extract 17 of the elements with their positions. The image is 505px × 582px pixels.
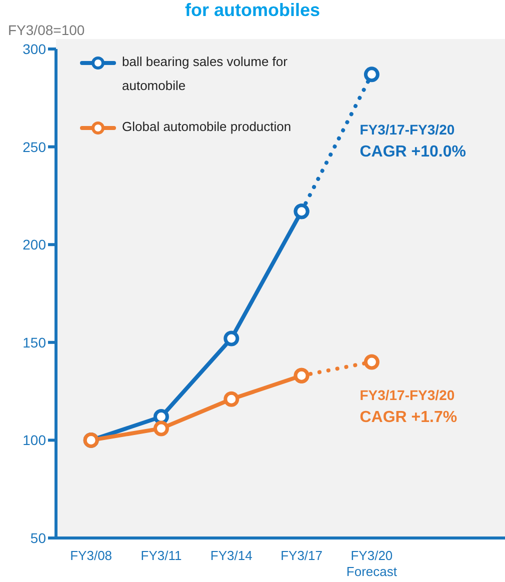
y-tick-label: 100: [22, 432, 46, 448]
x-tick-label: FY3/14: [210, 548, 252, 563]
annotation: FY3/17-FY3/20 CAGR +1.7%: [360, 386, 458, 426]
legend-label: ball bearing sales volume for automobile: [122, 53, 288, 95]
legend-label: Global automobile production: [122, 118, 292, 136]
y-tick-label: 200: [22, 236, 46, 253]
annotation: FY3/17-FY3/20 CAGR +10.0%: [360, 121, 466, 160]
chart-title: for automobiles: [184, 0, 321, 21]
y-tick-label: 150: [22, 334, 46, 350]
y-tick-label: 50: [30, 530, 46, 546]
y-axis-title: FY3/08=100: [8, 22, 85, 38]
y-tick-label: 250: [22, 138, 46, 155]
x-tick-label: FY3/17: [280, 548, 323, 563]
x-tick-label: FY3/08: [70, 548, 112, 563]
x-tick-label: FY3/20 Forecast: [346, 548, 398, 579]
x-tick-label: FY3/11: [140, 548, 182, 563]
y-tick-label: 300: [22, 40, 46, 57]
